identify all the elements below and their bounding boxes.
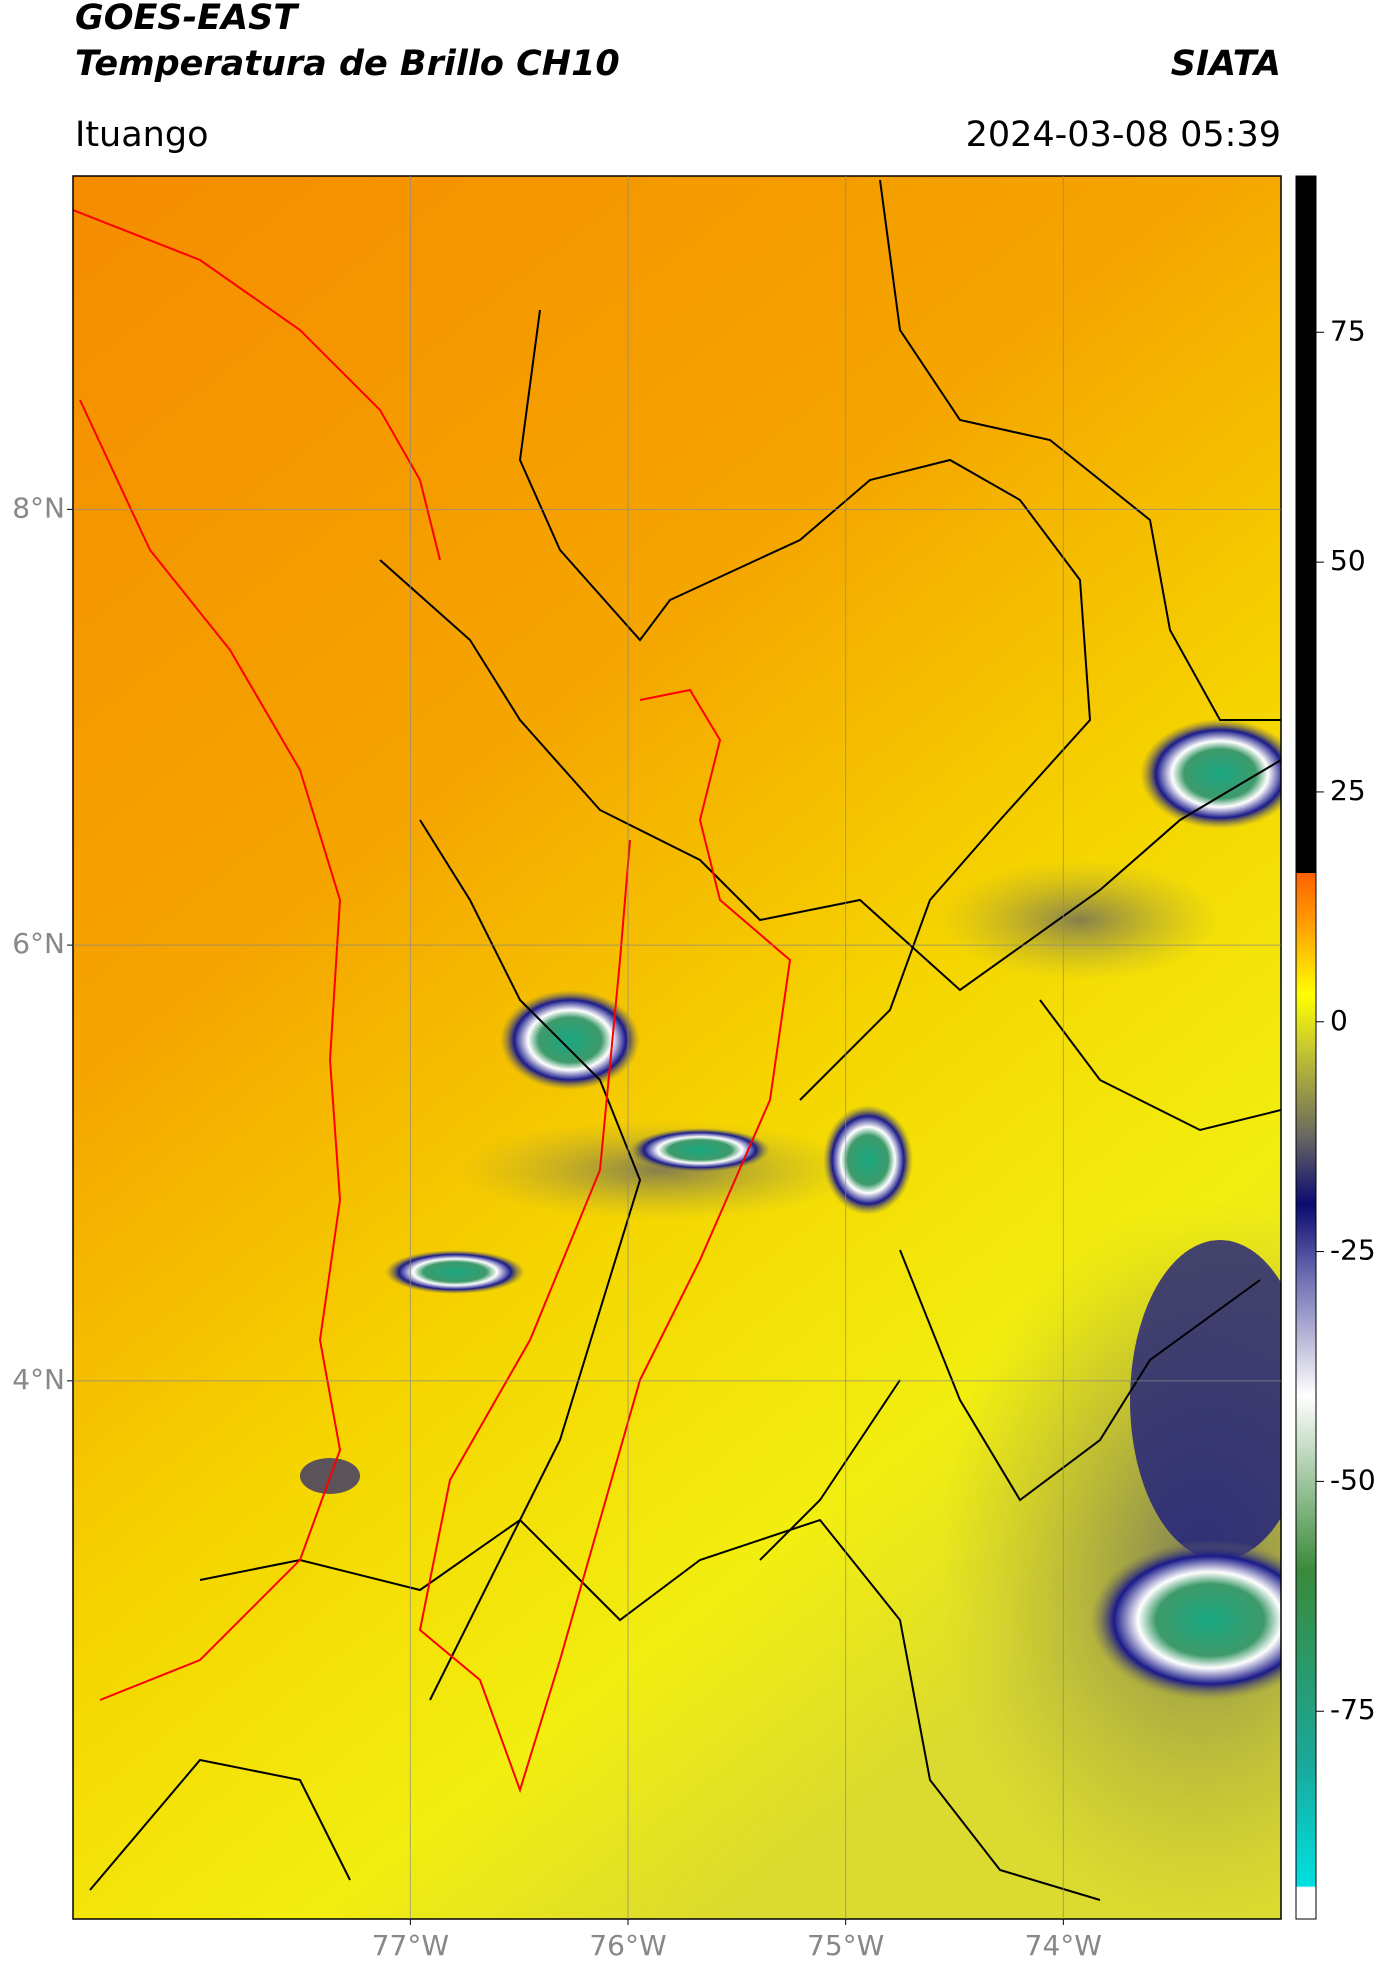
satellite-title: GOES-EAST: [75, 0, 300, 38]
basin-outline: [73, 209, 792, 1794]
colorbar-tick-label: 0: [1330, 1004, 1348, 1037]
lon-tick-label: 77°W: [372, 1929, 449, 1962]
colorbar-tick-label: -25: [1330, 1234, 1376, 1267]
colorbar-tick-label: 25: [1330, 774, 1366, 807]
product-title: Temperatura de Brillo CH10: [75, 44, 620, 84]
lon-tick-label: 75°W: [807, 1929, 884, 1962]
lon-tick-label: 76°W: [589, 1929, 666, 1962]
colorbar: [1295, 175, 1317, 1920]
region: Ituango: [75, 115, 209, 155]
cloud-core: [385, 1250, 525, 1294]
lat-tick-label: 6°N: [12, 927, 65, 960]
cloud-haze: [940, 860, 1220, 980]
colorbar-tick-label: -50: [1330, 1463, 1376, 1496]
lat-tick-label: 8°N: [12, 491, 65, 524]
map-image: [73, 176, 1281, 1919]
cloud-cold: [1130, 1240, 1281, 1560]
cloud-core: [1090, 1540, 1281, 1700]
cloud-core: [630, 1128, 770, 1172]
lon-tick-label: 74°W: [1025, 1929, 1102, 1962]
borders: [89, 179, 1281, 1901]
lat-tick-label: 4°N: [12, 1363, 65, 1396]
cloud-core: [823, 1105, 913, 1215]
cloud-core: [500, 990, 640, 1090]
cloud-core: [1140, 719, 1281, 829]
colorbar-tick-label: 50: [1330, 544, 1366, 577]
agency: SIATA: [1171, 44, 1281, 84]
datetime: 2024-03-08 05:39: [966, 115, 1281, 155]
colorbar-tick-label: -75: [1330, 1693, 1376, 1726]
colorbar-tick-label: 75: [1330, 314, 1366, 347]
map-frame: [72, 175, 1282, 1920]
